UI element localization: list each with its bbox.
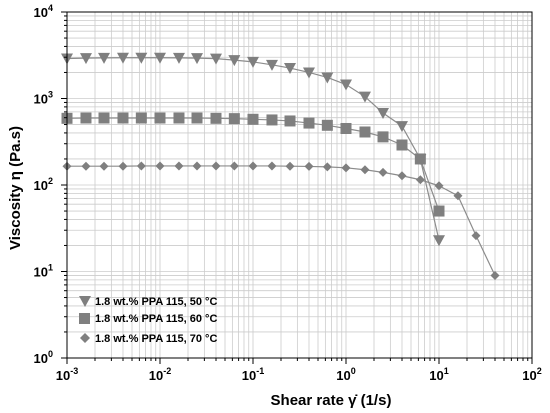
data-point-triangle-down: [209, 53, 222, 65]
data-point-diamond: [434, 181, 444, 191]
data-point-diamond: [304, 161, 314, 171]
data-point-triangle-down: [433, 235, 445, 247]
y-tick-label: 100: [34, 349, 53, 366]
data-point-diamond: [360, 165, 370, 175]
legend-item-60c: 1.8 wt.% PPA 115, 60 °C: [79, 313, 217, 325]
y-tick-label: 104: [34, 3, 53, 20]
data-point-diamond: [174, 161, 184, 171]
data-point-square: [321, 119, 333, 131]
data-point-triangle-down: [247, 56, 259, 68]
data-point-square: [377, 131, 389, 143]
legend-item-50c: 1.8 wt.% PPA 115, 50 °C: [79, 296, 217, 308]
data-point-square: [191, 112, 203, 124]
grid-lines: [66, 12, 532, 359]
data-point-square: [228, 113, 240, 125]
data-point-triangle-down: [284, 63, 297, 75]
y-tick-label: 102: [34, 176, 53, 193]
data-point-diamond: [490, 270, 500, 280]
data-point-triangle-down: [358, 91, 371, 103]
legend-label-50c: 1.8 wt.% PPA 115, 50 °C: [95, 296, 217, 308]
data-point-square: [340, 122, 352, 134]
data-point-diamond: [267, 161, 277, 171]
legend-label-60c: 1.8 wt.% PPA 115, 60 °C: [95, 313, 217, 325]
data-point-triangle-down: [340, 79, 352, 91]
legend-marker-triangle-down: [79, 296, 91, 307]
data-point-diamond: [471, 231, 481, 241]
data-point-triangle-down: [302, 67, 315, 79]
data-point-diamond: [341, 163, 351, 173]
y-tick-label: 103: [34, 90, 53, 107]
data-point-square: [414, 153, 426, 165]
data-point-square: [98, 112, 110, 124]
legend-marker-diamond: [80, 333, 90, 343]
x-tick-label: 102: [522, 366, 541, 383]
data-point-diamond: [118, 161, 128, 171]
x-tick-label: 10-3: [56, 366, 78, 383]
x-tick-labels: 10-3 10-2 10-1 100 101 102: [56, 366, 542, 383]
series-markers: [61, 52, 500, 280]
data-point-triangle-down: [79, 53, 92, 65]
data-point-diamond: [99, 161, 109, 171]
data-point-square: [284, 115, 296, 127]
x-tick-label: 10-2: [149, 366, 171, 383]
data-point-square: [396, 139, 408, 151]
y-tick-label: 101: [34, 263, 53, 280]
data-point-triangle-down: [116, 52, 129, 64]
legend-marker-square: [79, 313, 90, 324]
data-point-square: [433, 205, 445, 217]
x-tick-label: 101: [429, 366, 448, 383]
data-point-square: [303, 117, 315, 129]
data-point-diamond: [229, 161, 239, 171]
data-point-triangle-down: [395, 121, 408, 133]
data-point-square: [266, 114, 278, 126]
data-point-triangle-down: [135, 52, 148, 64]
data-point-square: [117, 112, 129, 124]
data-point-diamond: [322, 162, 332, 172]
legend-label-70c: 1.8 wt.% PPA 115, 70 °C: [95, 333, 217, 345]
data-point-triangle-down: [154, 52, 166, 64]
data-point-square: [173, 112, 185, 124]
legend-item-70c: 1.8 wt.% PPA 115, 70 °C: [80, 333, 217, 345]
x-tick-label: 100: [336, 366, 355, 383]
data-point-square: [359, 126, 371, 138]
data-point-square: [135, 112, 147, 124]
data-point-triangle-down: [321, 72, 334, 84]
data-point-diamond: [378, 167, 388, 177]
data-point-square: [80, 112, 92, 124]
data-point-diamond: [248, 161, 258, 171]
data-point-square: [210, 112, 222, 124]
x-tick-label: 10-1: [242, 366, 264, 383]
data-point-diamond: [81, 161, 91, 171]
data-point-triangle-down: [191, 53, 204, 65]
legend: 1.8 wt.% PPA 115, 50 °C 1.8 wt.% PPA 115…: [79, 296, 217, 345]
data-point-diamond: [192, 161, 202, 171]
data-point-square: [247, 113, 259, 125]
data-point-triangle-down: [172, 52, 185, 64]
data-point-triangle-down: [377, 107, 390, 119]
data-point-triangle-down: [265, 59, 278, 71]
data-point-diamond: [397, 171, 407, 181]
data-point-diamond: [285, 161, 295, 171]
axis-ticks: [61, 11, 533, 364]
data-point-diamond: [155, 161, 165, 171]
data-point-diamond: [136, 161, 146, 171]
data-point-square: [154, 112, 166, 124]
y-axis-title: Viscosity η (Pa.s): [7, 126, 24, 250]
y-tick-labels: 100 101 102 103 104: [34, 3, 53, 366]
data-point-diamond: [453, 191, 463, 201]
data-point-diamond: [415, 175, 425, 185]
data-point-triangle-down: [228, 55, 241, 67]
data-point-triangle-down: [98, 52, 111, 64]
x-axis-title: Shear rate γ̇ (1/s): [271, 392, 392, 409]
data-point-diamond: [211, 161, 221, 171]
